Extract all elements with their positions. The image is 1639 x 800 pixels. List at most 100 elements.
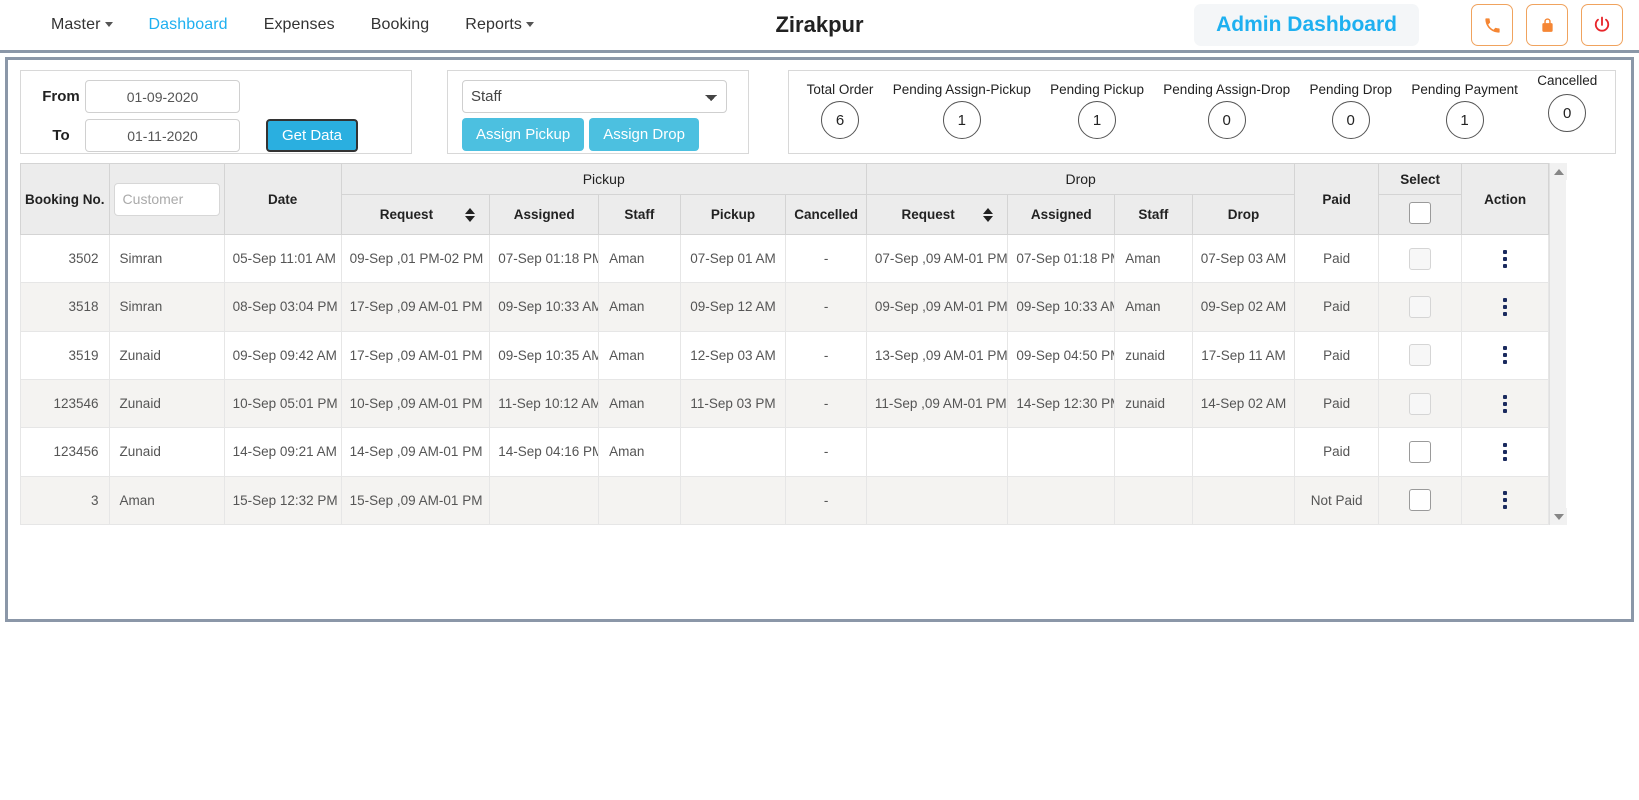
nav-item-booking[interactable]: Booking xyxy=(353,10,448,40)
th-select: Select xyxy=(1377,163,1463,195)
cell-drop-assigned: 07-Sep 01:18 PM xyxy=(1007,233,1116,284)
cell-select[interactable] xyxy=(1377,427,1463,477)
cell-drop-request: 13-Sep ,09 AM-01 PM xyxy=(865,330,1009,380)
cell-paid: Paid xyxy=(1294,330,1379,380)
cell-pickup-staff: Aman xyxy=(598,282,681,332)
th-paid: Paid xyxy=(1294,163,1379,235)
more-options-icon[interactable] xyxy=(1503,491,1508,510)
cell-action[interactable] xyxy=(1461,378,1549,429)
cell-date: 09-Sep 09:42 AM xyxy=(223,330,342,380)
stat-label: Pending Payment xyxy=(1411,82,1518,97)
table-scrollbar[interactable] xyxy=(1549,163,1567,525)
cell-action[interactable] xyxy=(1461,282,1549,332)
row-select-checkbox xyxy=(1409,295,1432,318)
table-row: 3518 Simran 08-Sep 03:04 PM 17-Sep ,09 AM-0… xyxy=(20,282,1549,332)
stat-pending-assign-pickup: Pending Assign-Pickup 1 xyxy=(893,82,1031,139)
date-filter-panel: From To Get Data xyxy=(20,70,412,154)
customer-search-input[interactable] xyxy=(113,182,220,216)
cell-drop-drop: 17-Sep 11 AM xyxy=(1191,330,1296,380)
cell-pickup-staff: Aman xyxy=(598,378,681,429)
power-button[interactable] xyxy=(1581,4,1623,46)
cell-pickup-pickup: 09-Sep 12 AM xyxy=(679,282,787,332)
cell-action[interactable] xyxy=(1461,233,1549,284)
bookings-table: Booking No. Date Pickup Drop Paid Select… xyxy=(20,163,1549,526)
assign-drop-button[interactable]: Assign Drop xyxy=(589,118,699,151)
admin-dashboard-badge[interactable]: Admin Dashboard xyxy=(1194,4,1419,46)
th-drop-request[interactable]: Request xyxy=(865,194,1009,235)
stat-label: Pending Pickup xyxy=(1050,82,1144,97)
cell-action[interactable] xyxy=(1461,330,1549,380)
cell-date: 14-Sep 09:21 AM xyxy=(223,427,342,477)
staff-select[interactable]: Staff xyxy=(462,80,727,113)
cell-pickup-pickup xyxy=(679,475,787,526)
stat-pending-assign-drop: Pending Assign-Drop 0 xyxy=(1163,82,1290,139)
nav-item-expenses[interactable]: Expenses xyxy=(246,10,353,40)
stat-label: Cancelled xyxy=(1537,73,1598,88)
more-options-icon[interactable] xyxy=(1503,346,1508,365)
cell-pickup-cancelled: - xyxy=(785,282,867,332)
phone-button[interactable] xyxy=(1471,4,1513,46)
cell-pickup-pickup: 12-Sep 03 AM xyxy=(679,330,787,380)
sort-icon[interactable] xyxy=(465,207,476,222)
cell-drop-request: 07-Sep ,09 AM-01 PM xyxy=(865,233,1009,284)
stat-label: Pending Assign-Pickup xyxy=(892,82,1031,97)
stat-cancelled: Cancelled 0 xyxy=(1537,73,1597,132)
cell-drop-drop xyxy=(1191,475,1296,526)
cell-action[interactable] xyxy=(1461,427,1549,477)
select-all-checkbox[interactable] xyxy=(1409,202,1432,224)
cell-booking-no: 123456 xyxy=(20,427,110,477)
cell-select[interactable] xyxy=(1377,475,1463,526)
stat-total-order: Total Order 6 xyxy=(807,82,873,139)
more-options-icon[interactable] xyxy=(1503,297,1508,316)
cell-booking-no: 123546 xyxy=(20,378,110,429)
lock-button[interactable] xyxy=(1526,4,1568,46)
th-drop-assigned: Assigned xyxy=(1007,194,1116,235)
cell-customer: Simran xyxy=(108,233,225,284)
th-pickup-request[interactable]: Request xyxy=(340,194,491,235)
to-date-input[interactable] xyxy=(85,119,240,152)
assign-buttons: Assign Pickup Assign Drop xyxy=(462,118,736,151)
more-options-icon[interactable] xyxy=(1503,249,1508,268)
nav-item-master[interactable]: Master xyxy=(33,10,131,40)
stat-value: 1 xyxy=(1078,101,1117,139)
more-options-icon[interactable] xyxy=(1503,442,1508,461)
stats-panel: Total Order 6 Pending Assign-Pickup 1 Pe… xyxy=(788,70,1616,154)
table-body: 3502 Simran 05-Sep 11:01 AM 09-Sep ,01 PM-0… xyxy=(20,233,1549,526)
nav-item-dashboard[interactable]: Dashboard xyxy=(131,10,246,40)
nav-item-reports[interactable]: Reports xyxy=(447,10,552,40)
cell-drop-staff: Aman xyxy=(1114,282,1193,332)
th-customer xyxy=(108,163,225,235)
th-drop-drop: Drop xyxy=(1191,194,1296,235)
cell-drop-assigned: 09-Sep 10:33 AM xyxy=(1007,282,1116,332)
to-date-row: To Get Data xyxy=(37,119,399,152)
staff-assign-panel: Staff Assign Pickup Assign Drop xyxy=(447,70,749,154)
get-data-button[interactable]: Get Data xyxy=(266,119,359,152)
th-booking-no: Booking No. xyxy=(20,163,110,235)
cell-action[interactable] xyxy=(1461,475,1549,526)
cell-select[interactable] xyxy=(1377,233,1463,284)
cell-drop-drop: 07-Sep 03 AM xyxy=(1191,233,1296,284)
th-select-all[interactable] xyxy=(1377,194,1463,235)
assign-pickup-button[interactable]: Assign Pickup xyxy=(462,118,585,151)
row-select-checkbox xyxy=(1409,344,1432,367)
more-options-icon[interactable] xyxy=(1503,394,1508,413)
scroll-up-button[interactable] xyxy=(1550,163,1567,180)
sort-icon[interactable] xyxy=(983,207,994,222)
chevron-down-icon xyxy=(104,22,113,28)
cell-booking-no: 3519 xyxy=(20,330,110,380)
from-date-input[interactable] xyxy=(85,80,240,113)
scroll-down-button[interactable] xyxy=(1550,508,1567,525)
cell-select[interactable] xyxy=(1377,378,1463,429)
cell-pickup-staff: Aman xyxy=(598,330,681,380)
cell-select[interactable] xyxy=(1377,330,1463,380)
cell-drop-staff: zunaid xyxy=(1114,378,1193,429)
th-label: Request xyxy=(901,207,955,222)
table-row: 123456 Zunaid 14-Sep 09:21 AM 14-Sep ,09 AM… xyxy=(20,427,1549,477)
cell-drop-staff xyxy=(1114,475,1193,526)
cell-select[interactable] xyxy=(1377,282,1463,332)
row-select-checkbox[interactable] xyxy=(1409,440,1432,463)
table-group-header-row: Booking No. Date Pickup Drop Paid Select… xyxy=(20,163,1549,235)
cell-drop-request xyxy=(865,475,1009,526)
row-select-checkbox[interactable] xyxy=(1409,489,1432,512)
cell-pickup-assigned: 09-Sep 10:35 AM xyxy=(489,330,600,380)
